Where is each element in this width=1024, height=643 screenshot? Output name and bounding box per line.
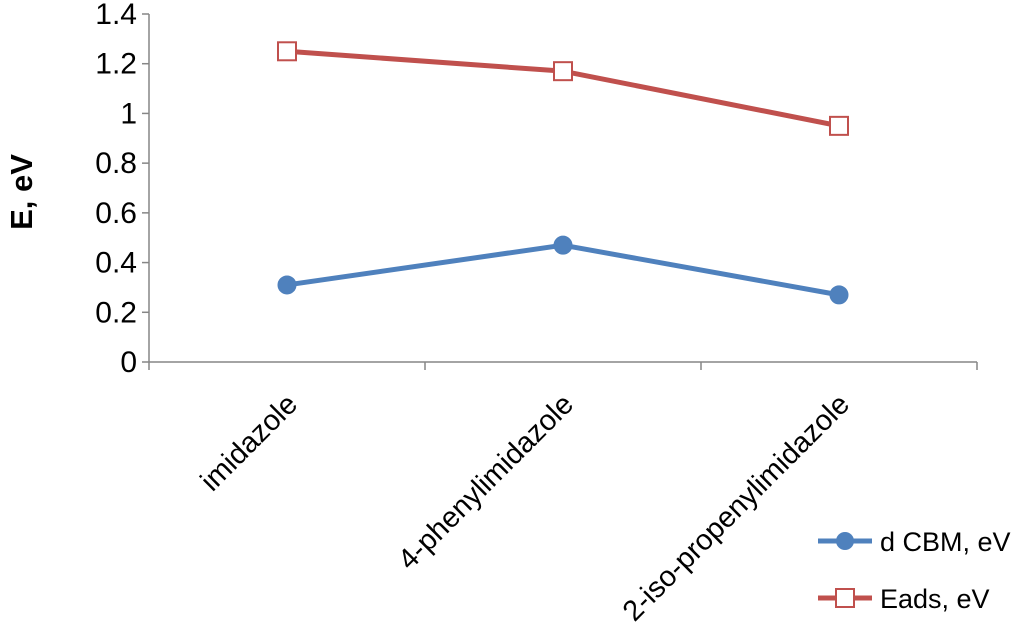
y-tick-label: 0 — [120, 346, 137, 379]
x-category-label: imidazole — [195, 388, 304, 497]
data-point — [829, 285, 849, 305]
legend-label: Eads, eV — [880, 584, 990, 614]
data-point — [277, 41, 297, 62]
y-tick-label: 0.6 — [95, 197, 137, 230]
x-category-label: 4-phenylimidazole — [392, 388, 580, 576]
legend-item: Eads, eV — [818, 584, 990, 614]
legend: d CBM, eV Eads, eV — [818, 527, 1011, 614]
legend-marker — [835, 588, 855, 608]
y-tick-label: 1.4 — [95, 0, 137, 31]
data-point — [277, 275, 297, 295]
legend-marker — [836, 532, 854, 550]
x-category-label: 2-iso-propenylimidazole — [617, 388, 856, 627]
y-axis-title: E, eV — [4, 154, 39, 230]
y-tick-label: 1 — [120, 97, 137, 130]
series-1 — [277, 41, 849, 136]
series-0 — [277, 235, 849, 305]
legend-item: d CBM, eV — [818, 527, 1011, 557]
series-layer — [277, 41, 849, 305]
y-tick-label: 0.4 — [95, 247, 137, 280]
y-tick-label: 0.8 — [95, 147, 137, 180]
y-tick-label: 0.2 — [95, 296, 137, 329]
data-point — [829, 115, 849, 136]
y-tick-label: 1.2 — [95, 48, 137, 81]
data-point — [553, 61, 573, 82]
data-point — [553, 235, 573, 255]
legend-label: d CBM, eV — [880, 527, 1011, 557]
